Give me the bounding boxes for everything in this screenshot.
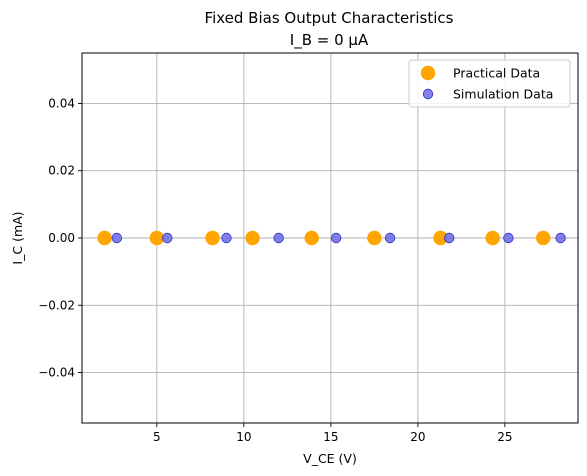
x-tick-label: 15	[323, 430, 338, 444]
simulation-data-point	[221, 232, 232, 244]
legend-marker-simulation	[422, 88, 434, 100]
chart-subtitle: I_B = 0 µA	[290, 31, 369, 50]
practical-data-point	[367, 230, 382, 246]
simulation-data-point	[273, 232, 284, 244]
y-tick-label: 0.00	[48, 231, 75, 245]
plot-frame	[81, 52, 579, 424]
practical-data-point	[304, 230, 319, 246]
data-series	[97, 230, 566, 246]
chart-title: Fixed Bias Output Characteristics	[205, 9, 454, 27]
x-tick-label: 20	[410, 430, 425, 444]
y-tick-label: −0.04	[38, 366, 75, 380]
simulation-data-point	[444, 232, 455, 244]
legend-label: Practical Data	[453, 66, 540, 81]
y-tick-label: −0.02	[38, 298, 75, 312]
legend-box	[408, 59, 571, 108]
simulation-data-point	[555, 232, 566, 244]
x-tick-label: 5	[153, 430, 161, 444]
legend-marker-practical	[420, 65, 436, 81]
practical-data-point	[149, 230, 165, 246]
simulation-data-point	[111, 232, 123, 244]
y-tick-label: 0.04	[48, 96, 75, 110]
y-axis-label: I_C (mA)	[10, 211, 25, 264]
simulation-data-point	[162, 232, 173, 244]
simulation-data-point	[384, 232, 396, 244]
legend-label: Simulation Data	[453, 87, 553, 102]
y-tick-label: 0.02	[48, 164, 75, 178]
x-tick-label: 10	[236, 430, 251, 444]
practical-data-point	[97, 230, 112, 246]
simulation-data-point	[330, 232, 342, 244]
series-simulation	[111, 232, 566, 244]
legend: Practical Data Simulation Data	[408, 59, 571, 108]
x-tick-label: 25	[497, 430, 512, 444]
practical-data-point	[485, 230, 500, 246]
practical-data-point	[535, 230, 551, 246]
practical-data-point	[245, 230, 260, 246]
simulation-data-point	[503, 232, 514, 244]
practical-data-point	[205, 230, 220, 246]
practical-data-point	[433, 230, 448, 246]
axis-ticks: 5 10 15 20 25 −0.04 −0.02 0.00 0.02 0.04	[38, 96, 512, 444]
series-practical	[97, 230, 551, 246]
x-axis-label: V_CE (V)	[303, 451, 357, 466]
